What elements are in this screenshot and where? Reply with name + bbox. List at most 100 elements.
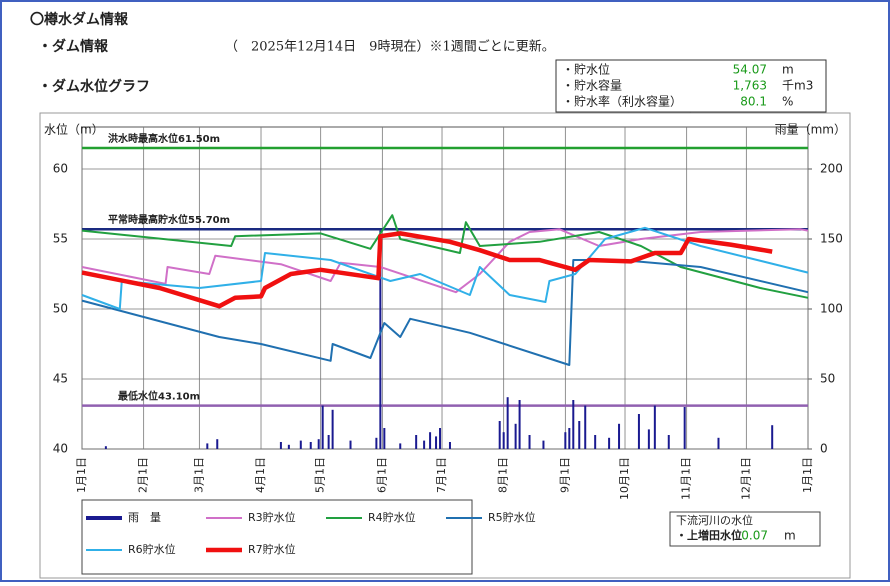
x-tick-label: 12月1日 [739, 457, 752, 500]
rain-bar [514, 423, 517, 449]
info-value: 1,763 [733, 79, 767, 93]
river-unit: m [784, 529, 796, 543]
rain-bar [568, 428, 571, 449]
x-tick-label: 9月1日 [558, 457, 571, 493]
rain-bar [564, 432, 567, 449]
info-value: 54.07 [733, 63, 767, 77]
river-value: 0.07 [741, 529, 768, 543]
rain-bar [717, 437, 720, 449]
x-tick-label: 2月1日 [137, 457, 150, 493]
rain-bar [321, 405, 324, 449]
title: 〇樽水ダム情報 [30, 11, 129, 28]
y-axis-label: 水位（m） [44, 122, 104, 137]
rain-bar [349, 440, 352, 449]
rain-bar [317, 439, 320, 449]
info-label: ・貯水位 [562, 62, 610, 77]
x-tick-label: 6月1日 [375, 457, 388, 493]
reference-label: 最低水位43.10m [118, 390, 200, 403]
y-tick-label: 55 [53, 232, 68, 246]
x-tick-label: 1月1日 [801, 457, 814, 493]
rain-bar [379, 230, 382, 449]
legend-label: R6貯水位 [128, 542, 176, 556]
rain-bar [542, 440, 545, 449]
y-tick-label: 45 [53, 372, 68, 386]
rain-bar [279, 442, 282, 449]
rain-bar [216, 439, 219, 449]
x-tick-label: 10月1日 [618, 457, 631, 500]
legend-box [81, 499, 473, 575]
x-tick-label: 7月1日 [435, 457, 448, 493]
rain-bar [667, 435, 670, 449]
series-line [81, 214, 809, 299]
y2-tick-label: 150 [820, 232, 843, 246]
x-tick-label: 8月1日 [497, 457, 510, 493]
info-unit: m [782, 63, 794, 77]
info-unit: 千m3 [782, 79, 813, 93]
y-tick-label: 50 [53, 302, 68, 316]
rain-bar [498, 421, 501, 449]
rain-bar [637, 414, 640, 449]
x-tick-label: 3月1日 [192, 457, 205, 493]
rain-bar [415, 435, 418, 449]
reference-label: 洪水時最高水位61.50m [108, 132, 220, 145]
rain-bar [423, 440, 426, 449]
rain-bar [608, 437, 611, 449]
rain-bar [299, 440, 302, 449]
info-label: ・貯水容量 [562, 78, 622, 93]
rain-bar [518, 400, 521, 449]
y-tick-label: 60 [53, 162, 68, 176]
y2-tick-label: 200 [820, 162, 843, 176]
rain-bar [502, 432, 505, 449]
reference-label: 平常時最高貯水位55.70m [108, 213, 230, 226]
info-unit: % [782, 95, 793, 109]
rain-bar [327, 435, 330, 449]
info-box [555, 59, 827, 113]
rain-bar [309, 442, 312, 449]
rain-bar [439, 428, 442, 449]
rain-bar [206, 443, 209, 449]
y2-axis-label: 雨量（mm） [775, 123, 846, 137]
rain-bar [572, 400, 575, 449]
timestamp: （ 2025年12月14日 9時現在）※1週間ごとに更新。 [225, 39, 555, 55]
rain-bar [331, 409, 334, 449]
y2-tick-label: 0 [820, 442, 828, 456]
rain-bar [399, 443, 402, 449]
section: ・ダム水位グラフ [38, 78, 150, 95]
info-value: 80.1 [740, 95, 767, 109]
series-line [81, 231, 773, 309]
rain-bar [375, 437, 378, 449]
rain-bar [448, 442, 451, 449]
rain-bar [584, 405, 587, 449]
section: ・ダム情報 [38, 38, 109, 55]
x-tick-label: 11月1日 [680, 457, 693, 500]
river-title: 下流河川の水位 [676, 513, 753, 527]
series-line [81, 228, 809, 294]
rain-bar [528, 435, 531, 449]
river-label: ・上増田水位 [676, 528, 742, 542]
rain-bar [287, 444, 290, 449]
rain-bar [618, 423, 621, 449]
legend-label: R3貯水位 [248, 510, 296, 524]
x-tick-label: 5月1日 [314, 457, 327, 493]
river-box [669, 511, 821, 547]
rain-bar [435, 436, 438, 449]
rain-bar [771, 425, 774, 449]
series-line [81, 226, 809, 310]
y2-tick-label: 50 [820, 372, 835, 386]
legend-label: R4貯水位 [368, 510, 416, 524]
y2-tick-label: 100 [820, 302, 843, 316]
legend-label: R5貯水位 [488, 510, 536, 524]
y-tick-label: 40 [53, 442, 68, 456]
rain-bar [647, 429, 650, 449]
x-tick-label: 1月1日 [75, 457, 88, 493]
rain-bar [653, 405, 656, 449]
rain-bar [104, 446, 107, 449]
rain-bar [506, 397, 509, 449]
info-label: ・貯水率（利水容量） [562, 94, 682, 109]
legend-label: R7貯水位 [248, 542, 296, 556]
rain-bar [578, 421, 581, 449]
x-tick-label: 4月1日 [254, 457, 267, 493]
rain-bar [383, 428, 386, 449]
rain-bar [683, 407, 686, 449]
